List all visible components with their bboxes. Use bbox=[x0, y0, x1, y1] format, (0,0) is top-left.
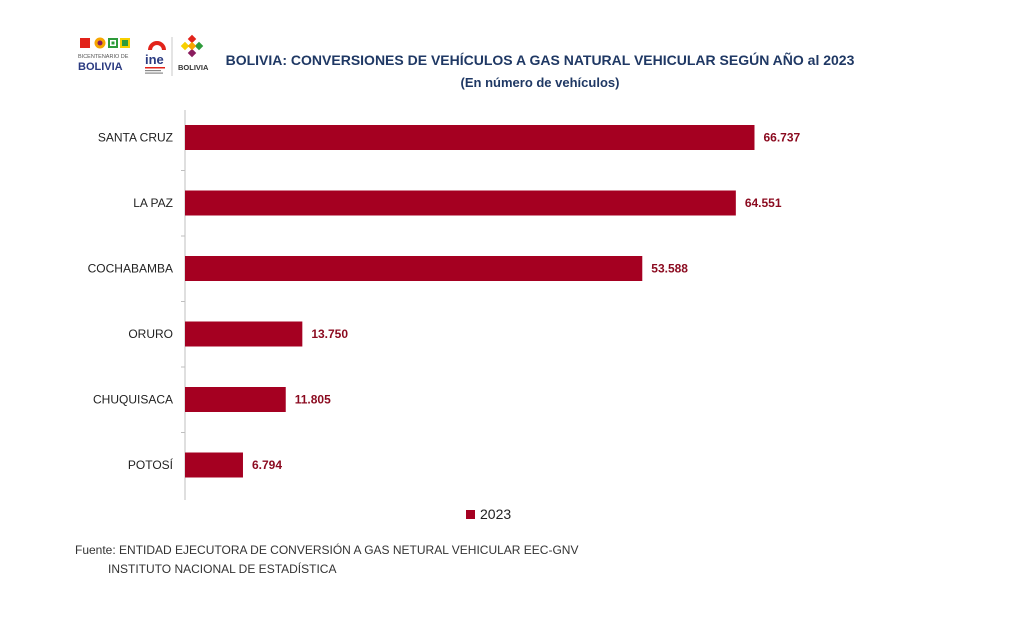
bar bbox=[185, 125, 755, 150]
category-label: COCHABAMBA bbox=[88, 262, 173, 276]
legend-label: 2023 bbox=[480, 506, 512, 522]
category-label: SANTA CRUZ bbox=[98, 131, 173, 145]
bolivia-state-logo: BOLIVIA bbox=[178, 34, 209, 72]
bicentenario-text: BICENTENARIO DE bbox=[78, 54, 129, 60]
logos-group: BICENTENARIO DE BOLIVIA ine BOLIVIA bbox=[78, 34, 209, 76]
data-label: 11.805 bbox=[295, 393, 331, 407]
bicentenario-logo: BICENTENARIO DE BOLIVIA bbox=[78, 37, 130, 73]
category-label: ORURO bbox=[128, 327, 173, 341]
ine-text: ine bbox=[145, 52, 164, 67]
data-label: 6.794 bbox=[252, 458, 282, 472]
legend-swatch bbox=[466, 509, 475, 519]
data-label: 66.737 bbox=[763, 131, 800, 145]
ine-logo: ine bbox=[145, 41, 166, 74]
plot-area: SANTA CRUZ 66.737 LA PAZ 64.551 COCHABAMBA 53… bbox=[88, 110, 801, 500]
data-label: 53.588 bbox=[651, 262, 688, 276]
bar bbox=[185, 387, 286, 412]
bar bbox=[185, 256, 643, 281]
category-label: POTOSÍ bbox=[128, 457, 174, 472]
bicentenario-bolivia-text: BOLIVIA bbox=[78, 61, 123, 73]
bar bbox=[185, 452, 243, 478]
data-label: 13.750 bbox=[311, 327, 348, 341]
source-line-2: INSTITUTO NACIONAL DE ESTADÍSTICA bbox=[108, 562, 337, 576]
legend: 2023 bbox=[466, 506, 511, 522]
data-label: 64.551 bbox=[745, 196, 782, 210]
bolivia-text: BOLIVIA bbox=[178, 63, 209, 72]
bar-chart: SANTA CRUZ 66.737 LA PAZ 64.551 COCHABAMBA 53… bbox=[88, 110, 801, 500]
bar bbox=[185, 321, 303, 347]
chart-title: BOLIVIA: CONVERSIONES DE VEHÍCULOS A GAS… bbox=[225, 52, 855, 68]
category-label: CHUQUISACA bbox=[93, 393, 173, 407]
category-label: LA PAZ bbox=[133, 196, 173, 210]
chart-subtitle: (En número de vehículos) bbox=[460, 75, 620, 90]
source-line-1: Fuente: ENTIDAD EJECUTORA DE CONVERSIÓN … bbox=[75, 543, 579, 557]
bar bbox=[185, 190, 736, 216]
